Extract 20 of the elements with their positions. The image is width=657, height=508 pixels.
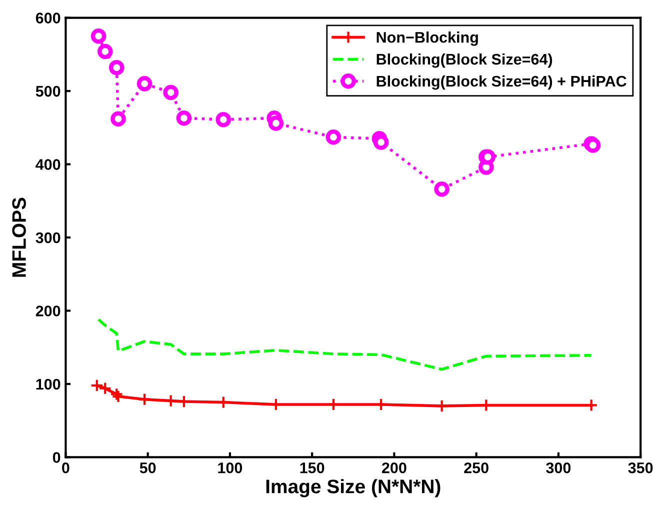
y-tick-label: 500 (36, 86, 60, 97)
y-tick-label: 100 (36, 378, 60, 390)
x-axis-title: Image Size (N*N*N) (266, 479, 440, 498)
x-tick-label: 50 (140, 462, 156, 474)
x-tick-label: 100 (218, 462, 242, 474)
y-tick-label: 200 (36, 306, 60, 316)
legend-label: Non−Blocking (376, 32, 478, 46)
x-tick-label: 300 (546, 462, 571, 474)
y-axis-title: MFLOPS (12, 198, 26, 277)
y-tick-label: 600 (36, 12, 60, 24)
x-tick-label: 0 (62, 462, 70, 474)
x-tick-label: 150 (300, 462, 324, 474)
y-tick-label: 300 (36, 232, 60, 244)
x-tick-label: 250 (464, 462, 488, 474)
x-tick-label: 200 (382, 462, 406, 474)
legend-label: Blocking(Block Size=64) (376, 53, 552, 68)
y-tick-label: 0 (52, 452, 60, 463)
x-tick-label: 350 (628, 462, 653, 474)
legend-label: Blocking(Block Size=64) + PHiPAC (376, 75, 626, 90)
y-tick-label: 400 (36, 159, 60, 170)
